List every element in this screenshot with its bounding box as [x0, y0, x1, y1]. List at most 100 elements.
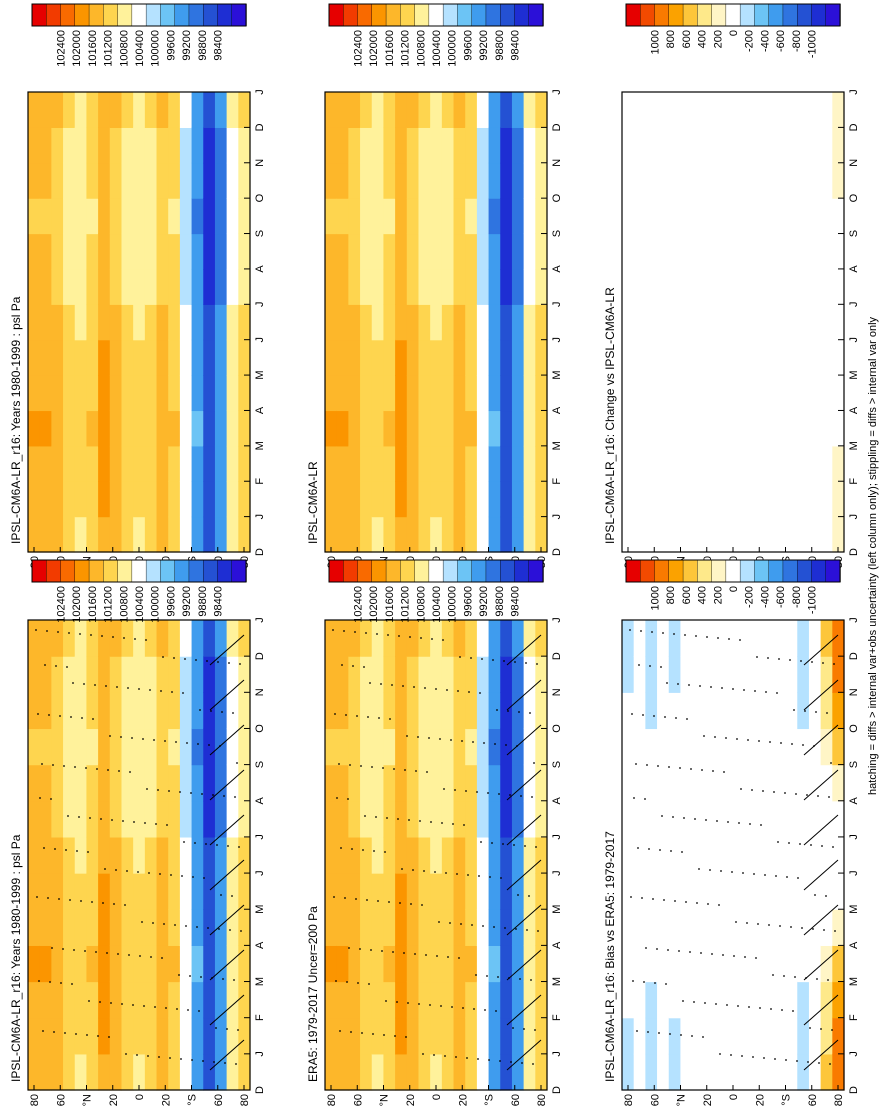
heat-cell — [39, 1053, 52, 1091]
stipple-dot — [371, 766, 373, 768]
heat-cell — [383, 836, 396, 874]
heat-cell — [668, 162, 682, 199]
heat-cell — [86, 516, 99, 553]
heat-cell — [622, 764, 635, 802]
heat-cell — [371, 481, 385, 518]
heat-cell — [500, 92, 513, 128]
heat-cell — [395, 410, 408, 447]
heat-cell — [738, 481, 752, 518]
heat-cell — [832, 981, 845, 1019]
heat-cell — [797, 304, 810, 341]
heat-cell — [680, 945, 693, 983]
stipple-dot — [370, 949, 372, 951]
heat-cell — [476, 339, 490, 376]
colorbar-label: 99600 — [462, 586, 474, 617]
stipple-dot — [333, 896, 335, 898]
stipple-dot — [203, 877, 205, 879]
heat-cell — [785, 445, 798, 482]
colorbar-swatch — [796, 3, 813, 27]
heat-cell — [715, 728, 728, 766]
colorbar-label: 101200 — [103, 586, 115, 623]
heat-cell — [773, 445, 787, 482]
colorbar-label: 102000 — [368, 586, 380, 623]
heat-cell — [511, 162, 525, 199]
colorbar-swatch — [145, 3, 162, 27]
stipple-dot — [483, 742, 485, 744]
heat-cell — [465, 1017, 478, 1055]
month-label: F — [551, 1014, 563, 1021]
heat-cell — [465, 445, 478, 482]
colorbar-swatch — [768, 559, 784, 583]
stipple-dot — [58, 898, 60, 900]
heat-cell — [51, 445, 64, 482]
heat-cell — [74, 945, 88, 983]
stipple-dot — [789, 659, 791, 661]
stipple-dot — [66, 666, 68, 668]
heat-cell — [325, 375, 338, 412]
heat-cell — [797, 92, 810, 128]
heat-cell — [633, 945, 646, 983]
heat-cell — [692, 981, 705, 1019]
heat-cell — [622, 873, 635, 910]
heat-cell — [657, 304, 670, 341]
heat-cell — [98, 981, 111, 1019]
colorbar-label: -600 — [775, 586, 787, 608]
heat-cell — [703, 410, 717, 447]
stipple-dot — [769, 741, 771, 743]
stipple-dot — [71, 983, 73, 985]
heat-cell — [325, 909, 338, 946]
heat-cell — [727, 304, 740, 341]
heat-cell — [738, 873, 752, 910]
heat-cell — [762, 981, 775, 1019]
stipple-dot — [433, 1054, 435, 1056]
heat-cell — [168, 92, 181, 128]
month-label: J — [254, 337, 266, 343]
heat-cell — [715, 375, 728, 412]
heat-cell — [453, 162, 466, 199]
heat-cell — [622, 1053, 635, 1091]
heat-cell — [348, 162, 361, 199]
heat-cell — [645, 339, 658, 376]
heat-cell — [622, 162, 635, 199]
heat-cell — [418, 268, 431, 305]
stipple-dot — [792, 1010, 794, 1012]
heat-cell — [703, 92, 717, 128]
stipple-dot — [134, 638, 136, 640]
heat-cell — [465, 162, 478, 199]
heat-cell — [645, 516, 658, 553]
colorbar-frame — [328, 559, 544, 583]
heat-cell — [98, 873, 111, 910]
heat-cell — [668, 233, 682, 270]
heat-cell — [750, 198, 763, 235]
stipple-dot — [413, 686, 415, 688]
heat-cell — [360, 268, 373, 305]
heat-cell — [179, 516, 193, 553]
heat-cell — [336, 981, 349, 1019]
stipple-dot — [91, 901, 93, 903]
heat-cell — [692, 162, 705, 199]
stipple-dot — [73, 949, 75, 951]
heat-cell — [418, 620, 431, 657]
heat-cell — [156, 268, 169, 305]
heat-cell — [395, 656, 408, 693]
colorbar-swatch — [103, 559, 119, 583]
stipple-dot — [664, 716, 666, 718]
stipple-dot — [418, 1003, 420, 1005]
heat-cell — [191, 410, 204, 447]
heat-cell — [418, 481, 431, 518]
stipple-dot — [658, 1032, 660, 1034]
heat-cell — [86, 873, 99, 910]
colorbar-label: 100800 — [415, 586, 427, 623]
heat-cell — [371, 656, 385, 693]
heat-cell — [488, 304, 501, 341]
stipple-dot — [707, 903, 709, 905]
stipple-dot — [41, 763, 43, 765]
heat-cell — [668, 836, 682, 874]
heat-cell — [476, 375, 490, 412]
colorbar-label: 98800 — [494, 30, 506, 61]
stipple-dot — [466, 1057, 468, 1059]
heat-cell — [488, 162, 501, 199]
heat-cell — [773, 728, 787, 766]
heat-cell — [523, 162, 536, 199]
heat-cell — [121, 1053, 134, 1091]
